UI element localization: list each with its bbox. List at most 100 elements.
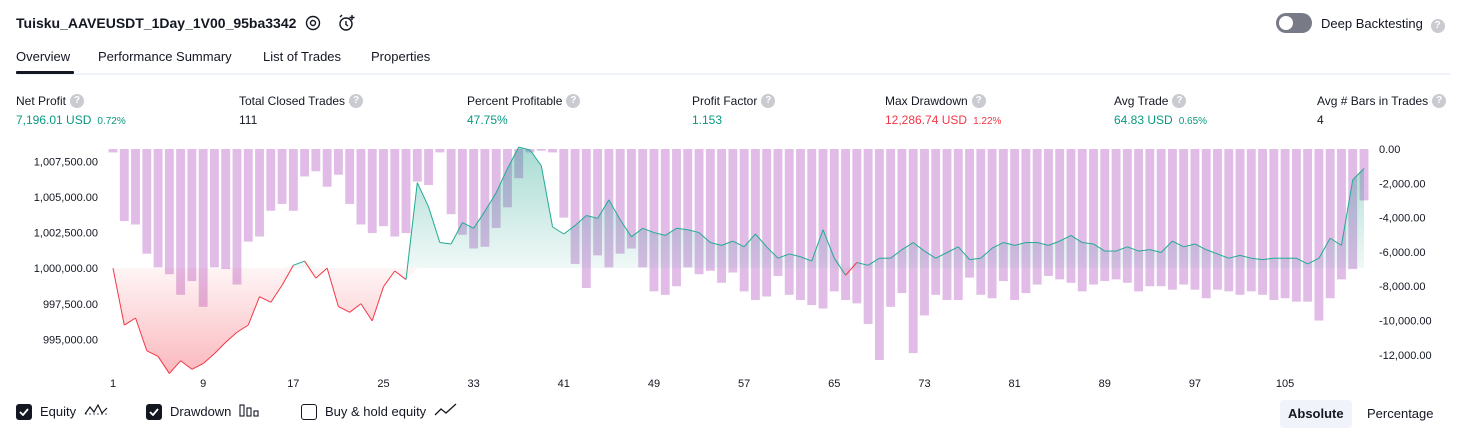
help-icon[interactable]: ? [1430, 19, 1445, 33]
drawdown-bar [1032, 149, 1042, 285]
buy-hold-line-icon [434, 403, 458, 420]
left-axis-tick-label: 1,005,000.00 [34, 192, 98, 204]
left-axis-tick-label: 1,000,000.00 [34, 263, 98, 275]
help-icon[interactable]: ? [971, 94, 986, 108]
deep-backtesting-text: Deep Backtesting [1321, 16, 1423, 31]
drawdown-bar [818, 149, 828, 309]
percentage-button[interactable]: Percentage [1367, 406, 1434, 421]
drawdown-bar [1246, 149, 1256, 292]
help-icon[interactable]: ? [70, 94, 85, 108]
legend-drawdown[interactable]: Drawdown [146, 403, 259, 420]
drawdown-bar [953, 149, 963, 300]
equity-drawdown-chart[interactable]: 1,007,500.00 1,005,000.00 1,002,500.00 1,00… [0, 140, 1466, 395]
legend-equity[interactable]: Equity [16, 403, 108, 420]
drawdown-bar [976, 149, 986, 295]
tab-properties[interactable]: Properties [371, 49, 431, 64]
drawdown-bar [829, 149, 839, 292]
equity-line-segment [540, 165, 554, 227]
drawdown-bar [559, 149, 569, 218]
drawdown-bar [672, 149, 681, 287]
help-icon[interactable]: ? [349, 94, 364, 108]
drawdown-bar [300, 149, 310, 177]
drawdown-bar [570, 149, 580, 264]
x-axis-tick-label: 17 [287, 378, 299, 390]
equity-line-segment [980, 247, 993, 259]
drawdown-bar [345, 149, 355, 204]
x-axis-tick-label: 89 [1099, 378, 1111, 390]
equity-line-segment [1070, 234, 1083, 243]
left-axis-tick-label: 1,007,500.00 [34, 156, 98, 168]
equity-line-segment [168, 360, 181, 374]
drawdown-bar [942, 149, 952, 300]
stat-max-drawdown-label: Max Drawdown? [885, 94, 986, 108]
drawdown-bar [1325, 149, 1335, 299]
equity-line-segment [473, 210, 486, 229]
drawdown-bar [333, 149, 343, 175]
equity-line-segment [698, 232, 711, 243]
drawdown-bar [243, 149, 253, 242]
left-axis-tick-label: 995,000.00 [43, 334, 98, 346]
equity-line-segment [157, 356, 170, 374]
add-alert-clock-icon[interactable] [337, 13, 357, 33]
equity-line-segment [225, 331, 238, 343]
drawdown-bar [1314, 149, 1324, 321]
stat-avg-bars-value: 4 [1317, 113, 1324, 127]
toggle-knob [1279, 16, 1293, 30]
drawdown-bar [773, 149, 783, 276]
equity-line-segment [484, 192, 497, 212]
equity-checkbox[interactable] [16, 403, 32, 420]
equity-line-segment [1228, 254, 1241, 259]
stat-value-text: 1.153 [692, 113, 723, 127]
equity-line-segment [462, 222, 474, 229]
equity-line-segment [574, 215, 587, 226]
drawdown-bar [660, 149, 670, 295]
drawdown-bar [784, 149, 794, 295]
equity-line-segment [371, 286, 384, 322]
equity-line-segment [1014, 242, 1027, 246]
equity-line-icon [84, 403, 108, 420]
right-axis-tick-label: -2,000.00 [1379, 178, 1425, 190]
help-icon[interactable]: ? [566, 94, 581, 108]
stat-value-text: 4 [1317, 113, 1324, 127]
drawdown-bar [852, 149, 862, 304]
stat-label-text: Avg # Bars in Trades [1317, 94, 1429, 108]
stat-pct-text: 0.65% [1178, 116, 1208, 127]
tab-list-of-trades[interactable]: List of Trades [263, 49, 342, 64]
stat-label-text: Net Profit [16, 94, 67, 108]
drawdown-bar [424, 149, 434, 186]
equity-line-segment [518, 146, 531, 151]
equity-line-segment [924, 250, 936, 259]
legend-buy-hold-equity[interactable]: Buy & hold equity [301, 403, 458, 420]
drawdown-bar [1043, 149, 1053, 276]
x-axis-tick-label: 57 [738, 378, 750, 390]
settings-gear-icon[interactable] [303, 13, 323, 33]
drawdown-bar [1190, 149, 1200, 290]
equity-line-segment [259, 296, 272, 303]
stat-label-text: Profit Factor [692, 94, 758, 108]
stat-avg-bars-label: Avg # Bars in Trades? [1317, 94, 1447, 108]
drawdown-bar [649, 149, 659, 292]
absolute-button[interactable]: Absolute [1280, 400, 1352, 428]
deep-backtesting-toggle[interactable] [1276, 13, 1312, 33]
equity-line-segment [1194, 243, 1207, 251]
drawdown-checkbox[interactable] [146, 403, 162, 420]
equity-line-segment [822, 229, 835, 259]
equity-line-segment [732, 240, 745, 248]
tab-performance-summary[interactable]: Performance Summary [98, 49, 232, 64]
drawdown-bar [536, 149, 546, 151]
equity-line-segment [946, 246, 959, 253]
equity-line-segment [1003, 242, 1015, 246]
equity-line-segment [676, 227, 688, 231]
tab-overview[interactable]: Overview [16, 49, 71, 64]
equity-line-segment [529, 149, 542, 166]
stat-total-closed-trades-value: 111 [239, 113, 257, 127]
drawdown-bar [1179, 149, 1189, 285]
help-icon[interactable]: ? [1432, 94, 1447, 108]
help-icon[interactable]: ? [761, 94, 776, 108]
equity-line-segment [1340, 179, 1354, 246]
buy-hold-checkbox[interactable] [301, 403, 317, 420]
drawdown-bar [1055, 149, 1065, 280]
stat-label-text: Total Closed Trades [239, 94, 346, 108]
help-icon[interactable]: ? [1172, 94, 1187, 108]
drawdown-bar [705, 149, 715, 271]
